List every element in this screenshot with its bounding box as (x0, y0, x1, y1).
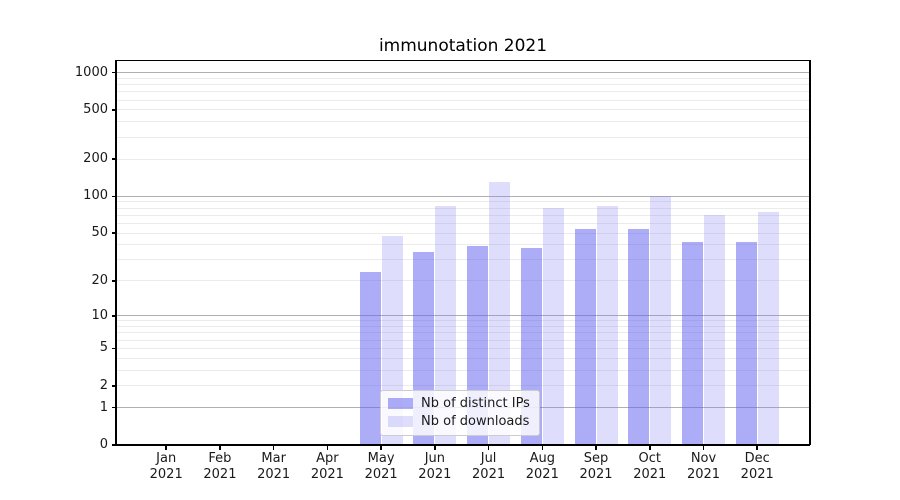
legend-item-label: Nb of downloads (421, 414, 530, 429)
y-tick-label: 2 (99, 377, 108, 393)
x-tick-mark (326, 445, 329, 450)
gridline-major (116, 195, 810, 197)
x-tick-mark (649, 445, 651, 450)
x-tick-mark (219, 445, 221, 450)
gridline-minor (116, 207, 810, 209)
y-tick-mark (112, 385, 116, 387)
x-tick-label: May 2021 (364, 451, 398, 482)
x-tick-label: Sep 2021 (579, 451, 613, 482)
x-tick-mark (380, 445, 382, 450)
gridline-minor (116, 347, 810, 349)
legend: Nb of distinct IPs Nb of downloads (380, 390, 540, 436)
gridline-minor (116, 357, 810, 359)
gridline-minor (116, 339, 810, 341)
bar-nb-of-downloads-sep (596, 205, 618, 445)
x-tick-mark (434, 445, 436, 450)
x-tick-mark (541, 445, 544, 450)
gridline-minor (116, 201, 810, 203)
x-tick-label: Jul 2021 (472, 451, 506, 482)
gridline-minor (116, 91, 810, 93)
gridline-minor (116, 77, 810, 79)
x-tick-label: Oct 2021 (633, 451, 667, 482)
gridline-minor (116, 222, 810, 224)
gridline-minor (116, 326, 810, 328)
gridline-minor (116, 121, 810, 123)
gridline-minor (116, 259, 810, 261)
bar-nb-of-distinct-ips-sep (574, 229, 596, 445)
bar-nb-of-downloads-aug (542, 207, 564, 445)
gridline-minor (116, 369, 810, 371)
y-tick-label: 200 (83, 151, 108, 167)
y-tick-mark (112, 406, 116, 409)
gridline-minor (116, 320, 810, 322)
gridline-minor (116, 232, 810, 234)
y-tick-label: 0 (99, 437, 108, 452)
gridline-minor (116, 158, 810, 160)
y-tick-label: 1000 (74, 64, 108, 80)
gridline-major (116, 72, 810, 74)
gridline-minor (116, 244, 810, 246)
bar-nb-of-downloads-jul (489, 181, 511, 445)
gridline-minor (116, 214, 810, 216)
y-tick-mark (112, 280, 116, 282)
gridline-minor (116, 99, 810, 101)
y-tick-mark (112, 444, 116, 446)
gridline-minor (116, 109, 810, 111)
bar-nb-of-distinct-ips-dec (735, 242, 757, 445)
legend-item-distinct-ips: Nb of distinct IPs (388, 396, 530, 411)
x-tick-label: Jun 2021 (418, 451, 452, 482)
bar-nb-of-downloads-oct (650, 195, 672, 445)
legend-swatch-distinct-ips (388, 398, 413, 409)
bar-nb-of-downloads-dec (757, 211, 779, 445)
y-tick-mark (112, 109, 116, 111)
y-tick-mark (112, 315, 116, 317)
y-tick-label: 500 (83, 101, 108, 117)
bar-nb-of-downloads-jun (435, 205, 457, 445)
y-tick-mark (112, 158, 116, 160)
x-tick-label: Feb 2021 (203, 451, 237, 482)
y-tick-mark (112, 195, 116, 198)
gridline-minor (116, 136, 810, 138)
plot-area (116, 60, 810, 445)
axis-spine-left (115, 60, 117, 445)
gridline-minor (116, 280, 810, 282)
bar-nb-of-distinct-ips-oct (628, 229, 650, 445)
y-tick-label: 100 (83, 188, 108, 204)
legend-item-downloads: Nb of downloads (388, 414, 530, 429)
y-tick-label: 5 (99, 340, 108, 356)
bar-nb-of-downloads-nov (704, 214, 725, 445)
axis-spine-top (116, 60, 810, 62)
x-tick-mark (702, 445, 705, 450)
y-tick-mark (112, 232, 116, 234)
x-tick-label: Mar 2021 (257, 451, 291, 482)
bar-nb-of-distinct-ips-may (359, 271, 381, 445)
y-tick-label: 1 (99, 399, 108, 415)
x-tick-mark (756, 445, 758, 450)
x-tick-label: Dec 2021 (740, 451, 774, 482)
x-tick-mark (595, 445, 597, 450)
y-tick-label: 10 (91, 307, 108, 323)
gridline-minor (116, 385, 810, 387)
axis-spine-bottom (116, 444, 810, 446)
chart-title: immunotation 2021 (378, 36, 548, 56)
x-tick-mark (487, 445, 490, 450)
gridline-major (116, 315, 810, 317)
x-tick-mark (165, 445, 167, 450)
y-tick-mark (112, 347, 116, 350)
legend-item-label: Nb of distinct IPs (421, 396, 530, 411)
gridline-minor (116, 332, 810, 334)
axis-spine-right (809, 60, 811, 445)
y-tick-label: 50 (91, 225, 108, 241)
x-tick-label: Aug 2021 (525, 451, 559, 482)
y-tick-mark (112, 71, 116, 74)
legend-swatch-downloads (388, 416, 413, 427)
x-tick-label: Jan 2021 (149, 451, 183, 482)
y-tick-label: 20 (91, 272, 108, 288)
x-tick-label: Nov 2021 (686, 451, 721, 482)
x-tick-mark (272, 445, 275, 450)
x-tick-label: Apr 2021 (310, 451, 344, 482)
gridline-minor (116, 84, 810, 86)
bar-nb-of-distinct-ips-nov (682, 242, 703, 445)
